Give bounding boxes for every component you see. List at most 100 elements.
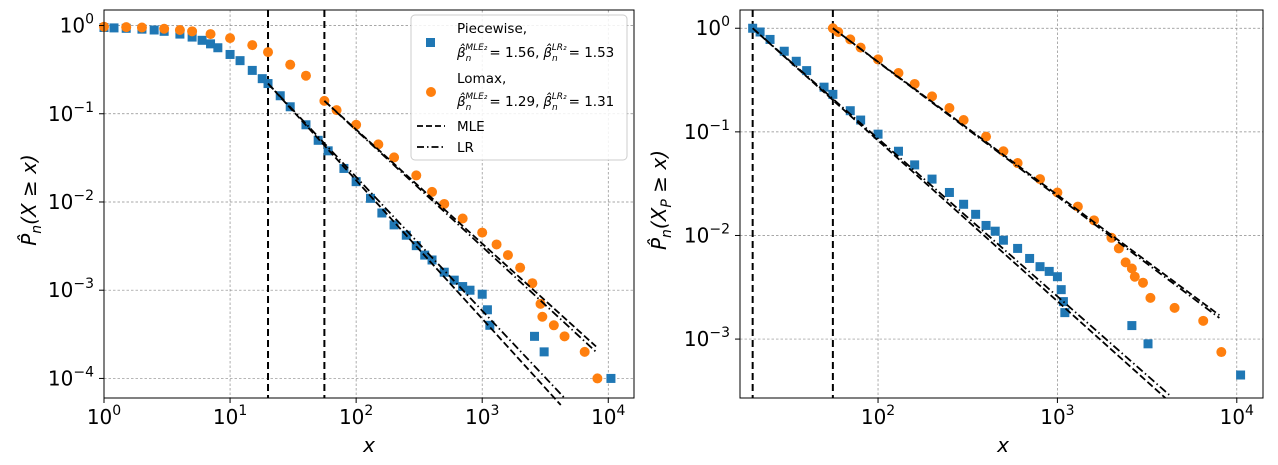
- piecewise-point: [377, 208, 387, 218]
- piecewise-point: [465, 285, 475, 295]
- lomax-point: [873, 54, 884, 65]
- piecewise-point: [779, 46, 789, 56]
- lomax-point: [1129, 271, 1140, 282]
- lomax-point: [477, 227, 488, 238]
- left-x-tick-label: 104: [591, 403, 625, 429]
- piecewise-point: [998, 235, 1008, 245]
- piecewise-point: [1044, 266, 1054, 276]
- piecewise-point: [187, 32, 197, 42]
- right-plot-frame: [739, 9, 1264, 399]
- piecewise-point: [477, 289, 487, 299]
- piecewise-point: [427, 255, 437, 265]
- left-x-ticks: 100 101 102 103 104: [87, 398, 626, 429]
- piecewise-point: [1056, 285, 1066, 295]
- legend-mle-label: MLE: [457, 119, 485, 135]
- legend-lomax-marker: [426, 87, 436, 97]
- piecewise-point: [149, 25, 159, 35]
- piecewise-point: [235, 56, 245, 66]
- piecewise-point: [1052, 272, 1062, 282]
- lomax-point: [579, 346, 590, 357]
- lomax-point: [174, 25, 185, 36]
- left-fit-lines: [267, 82, 597, 406]
- lomax-point: [351, 119, 362, 130]
- lomax-point: [535, 298, 546, 309]
- lomax-point: [1198, 315, 1209, 326]
- left-y-ticks: 100 10−1 10−2 10−3 10−4: [48, 12, 104, 390]
- piecewise-point: [197, 35, 207, 45]
- lomax-point: [1126, 263, 1137, 274]
- lomax-point: [491, 239, 502, 250]
- right-x-tick-label: 104: [1220, 403, 1254, 429]
- piecewise-point: [765, 34, 775, 44]
- lomax-point: [373, 139, 384, 150]
- right-x-tick-label: 103: [1040, 403, 1074, 429]
- lomax-point: [411, 170, 422, 181]
- lomax-point: [389, 152, 400, 163]
- piecewise-mle-fit-line: [267, 82, 562, 406]
- lomax-point: [537, 311, 548, 322]
- piecewise-point: [109, 23, 119, 33]
- left-y-tick-label: 10−2: [48, 188, 94, 214]
- right-y-tick-label: 10−3: [684, 325, 730, 351]
- piecewise-point: [339, 163, 349, 173]
- lomax-point: [909, 78, 920, 89]
- piecewise-point: [1060, 308, 1070, 318]
- lomax-point: [981, 131, 992, 142]
- left-x-tick-label: 101: [213, 403, 247, 429]
- piecewise-point: [485, 320, 495, 330]
- lomax-point: [515, 262, 526, 273]
- piecewise-point: [1236, 370, 1246, 380]
- piecewise-point: [819, 82, 829, 92]
- lomax-point: [1169, 302, 1180, 313]
- left-plot-frame: [103, 9, 635, 399]
- right-series-piecewise: [748, 23, 1246, 380]
- legend: Piecewise, β̂nMLE₂ = 1.56, β̂nLR₂ = 1.53 Lo…: [410, 14, 628, 161]
- piecewise-point: [791, 56, 801, 66]
- left-y-tick-label: 100: [60, 12, 94, 38]
- left-chart: 100 101 102 103 104 100 10−1 10−2 10−3 10−4 x P̂…: [17, 9, 635, 457]
- right-x-axis-label: x: [996, 433, 1009, 457]
- lomax-point: [457, 213, 468, 224]
- lomax-point: [927, 91, 938, 102]
- lomax-point: [427, 186, 438, 197]
- left-threshold-lines: [267, 10, 326, 398]
- piecewise-point: [828, 89, 838, 99]
- right-y-axis-label: P̂n(XP ≥ x): [647, 150, 675, 250]
- piecewise-point: [257, 74, 267, 84]
- piecewise-point: [1143, 339, 1153, 349]
- lomax-point: [958, 115, 969, 126]
- lomax-point: [205, 29, 216, 40]
- piecewise-point: [873, 129, 883, 139]
- piecewise-point: [389, 220, 399, 230]
- piecewise-point: [1025, 253, 1035, 263]
- right-chart: 102 103 104 100 10−1 10−2 10−3 x P̂n(XP ≥ x): [647, 9, 1264, 457]
- piecewise-point: [530, 331, 540, 341]
- legend-piecewise-marker: [426, 38, 435, 47]
- lomax-point: [1089, 215, 1100, 226]
- lomax-point: [548, 320, 559, 331]
- right-grid: [740, 10, 1263, 398]
- left-x-tick-label: 102: [339, 403, 373, 429]
- piecewise-point: [990, 226, 1000, 236]
- right-series-lomax: [827, 23, 1227, 358]
- piecewise-point: [845, 106, 855, 116]
- piecewise-point: [1058, 297, 1068, 307]
- piecewise-point: [1127, 321, 1137, 331]
- right-y-tick-label: 100: [696, 14, 730, 40]
- lomax-point: [559, 331, 570, 342]
- lomax-point: [502, 250, 513, 261]
- piecewise-point: [981, 220, 991, 230]
- piecewise-point: [482, 305, 492, 315]
- lomax-point: [187, 26, 198, 37]
- left-y-axis-label: P̂n(X ≥ x): [17, 154, 45, 246]
- piecewise-point: [802, 66, 812, 76]
- piecewise-point: [927, 174, 937, 184]
- lomax-point: [247, 40, 258, 51]
- piecewise-point: [439, 267, 449, 277]
- left-y-tick-label: 10−1: [48, 100, 94, 126]
- piecewise-point: [910, 160, 920, 170]
- left-y-tick-label: 10−3: [48, 276, 94, 302]
- lomax-point: [1137, 277, 1148, 288]
- piecewise-point: [959, 199, 969, 209]
